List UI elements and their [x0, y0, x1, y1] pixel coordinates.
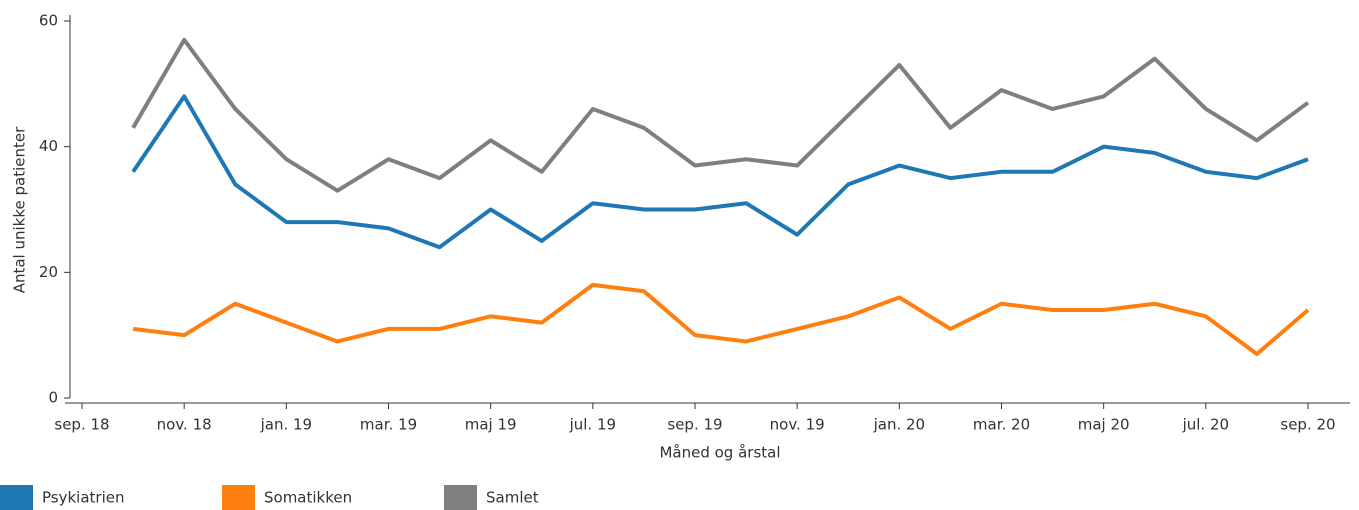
y-tick-label: 20	[39, 263, 58, 281]
x-tick-label: jan. 20	[873, 416, 926, 434]
line-series	[132, 282, 1310, 357]
legend-swatch	[0, 485, 33, 510]
y-axis-label: Antal unikke patienter	[11, 126, 29, 293]
legend-swatch	[444, 485, 477, 510]
legend-label: Somatikken	[264, 489, 352, 507]
x-tick-label: jan. 19	[260, 416, 313, 434]
x-tick-label: sep. 20	[1280, 416, 1335, 434]
x-axis-label: Måned og årstal	[659, 444, 780, 462]
y-tick-label: 40	[39, 137, 58, 155]
legend-swatch	[222, 485, 255, 510]
x-tick-label: jul. 20	[1182, 416, 1229, 434]
y-tick-label: 60	[39, 12, 58, 30]
y-tick-label: 0	[48, 389, 58, 407]
x-tick-label: maj 20	[1078, 416, 1130, 434]
x-tick-label: mar. 19	[360, 416, 417, 434]
x-tick-label: nov. 19	[770, 416, 825, 434]
x-tick-label: mar. 20	[973, 416, 1030, 434]
x-tick-label: nov. 18	[157, 416, 212, 434]
line-series	[131, 37, 1310, 193]
legend-label: Samlet	[486, 489, 539, 507]
x-tick-label: jul. 19	[569, 416, 616, 434]
x-tick-label: sep. 19	[667, 416, 722, 434]
legend-label: Psykiatrien	[42, 489, 124, 507]
line-series	[131, 94, 1309, 250]
x-tick-label: sep. 18	[54, 416, 109, 434]
x-tick-label: maj 19	[465, 416, 517, 434]
